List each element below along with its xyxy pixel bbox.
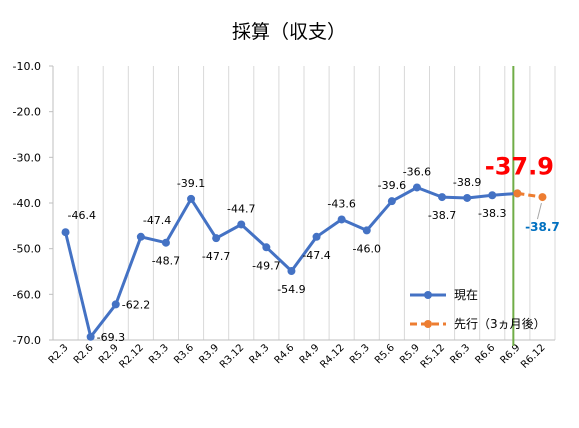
data-point <box>362 226 371 235</box>
legend-marker-0 <box>424 291 432 299</box>
data-point <box>438 193 447 202</box>
data-point <box>412 183 421 192</box>
legend-label-0: 現在 <box>454 288 478 302</box>
data-point <box>463 193 472 202</box>
data-point <box>262 243 271 252</box>
leader-line <box>536 202 542 220</box>
data-point <box>287 267 296 276</box>
data-label: -38.9 <box>453 176 481 189</box>
data-label: -43.6 <box>327 197 355 210</box>
y-tick-label: -50.0 <box>13 243 41 256</box>
data-point <box>136 232 145 241</box>
x-tick-label: R4.12 <box>318 342 346 370</box>
data-point <box>86 332 95 341</box>
data-point <box>513 189 522 198</box>
data-label: -36.6 <box>403 165 431 178</box>
y-tick-label: -30.0 <box>13 151 41 164</box>
data-point <box>61 228 70 237</box>
x-tick-label: R3.3 <box>147 342 171 366</box>
x-tick-label: R5.6 <box>373 342 397 366</box>
data-label: -46.4 <box>68 209 96 222</box>
y-tick-label: -20.0 <box>13 106 41 119</box>
data-label: -62.2 <box>122 298 150 311</box>
data-label: -47.4 <box>143 214 171 227</box>
data-label: -44.7 <box>227 202 255 215</box>
data-label: -47.4 <box>302 249 330 262</box>
x-tick-label: R3.12 <box>218 342 246 370</box>
x-tick-label: R4.6 <box>273 342 297 366</box>
data-label: -46.0 <box>353 242 381 255</box>
data-point <box>161 238 170 247</box>
data-label: -54.9 <box>277 283 305 296</box>
data-point <box>111 300 120 309</box>
chart-title: 採算（収支） <box>232 21 346 43</box>
data-label: -47.7 <box>202 250 230 263</box>
x-tick-label: R2.6 <box>72 342 96 366</box>
data-point <box>312 232 321 241</box>
x-tick-label: R5.12 <box>419 342 447 370</box>
data-label: -49.7 <box>252 259 280 272</box>
data-point <box>212 234 221 243</box>
data-point <box>488 191 497 200</box>
data-point <box>538 193 547 202</box>
series-layer <box>61 66 547 346</box>
x-tick-label: R5.3 <box>348 342 372 366</box>
data-label: -48.7 <box>152 255 180 268</box>
data-label: -69.3 <box>97 331 125 344</box>
data-label: -39.1 <box>177 177 205 190</box>
y-tick-label: -60.0 <box>13 288 41 301</box>
data-point <box>237 220 246 229</box>
series-line-1 <box>517 191 543 199</box>
y-tick-label: -40.0 <box>13 197 41 210</box>
data-label: -39.6 <box>378 179 406 192</box>
data-label: -38.7 <box>428 209 456 222</box>
data-point <box>387 197 396 206</box>
legend-label-1: 先行（3ヵ月後） <box>454 317 546 331</box>
x-tick-label: R2.12 <box>118 342 146 370</box>
x-tick-label: R6.3 <box>448 342 472 366</box>
x-tick-label: R2.3 <box>47 342 71 366</box>
y-axis: -10.0 -20.0 -30.0 -40.0 -50.0 -60.0 -70.0 <box>13 60 53 347</box>
data-labels: -46.4 -69.3 -62.2 -47.4 -48.7 -39.1 -47.7 -44.7… <box>68 152 560 343</box>
forecast-data-label: -38.7 <box>525 220 560 234</box>
data-label: -38.3 <box>478 207 506 220</box>
data-point <box>187 194 196 203</box>
x-tick-label: R6.12 <box>519 342 547 370</box>
x-axis: R2.3 R2.6 R2.9R2.12 R3.3 R3.6 R3.9R3.12 R4.3 R4… <box>47 342 548 370</box>
legend-marker-1 <box>424 320 432 328</box>
y-tick-label: -10.0 <box>13 60 41 73</box>
x-tick-label: R6.6 <box>473 342 497 366</box>
highlight-data-label: -37.9 <box>485 152 554 180</box>
x-tick-label: R3.6 <box>172 342 196 366</box>
data-point <box>337 215 346 224</box>
y-tick-label: -70.0 <box>13 334 41 347</box>
x-tick-label: R4.3 <box>248 342 272 366</box>
